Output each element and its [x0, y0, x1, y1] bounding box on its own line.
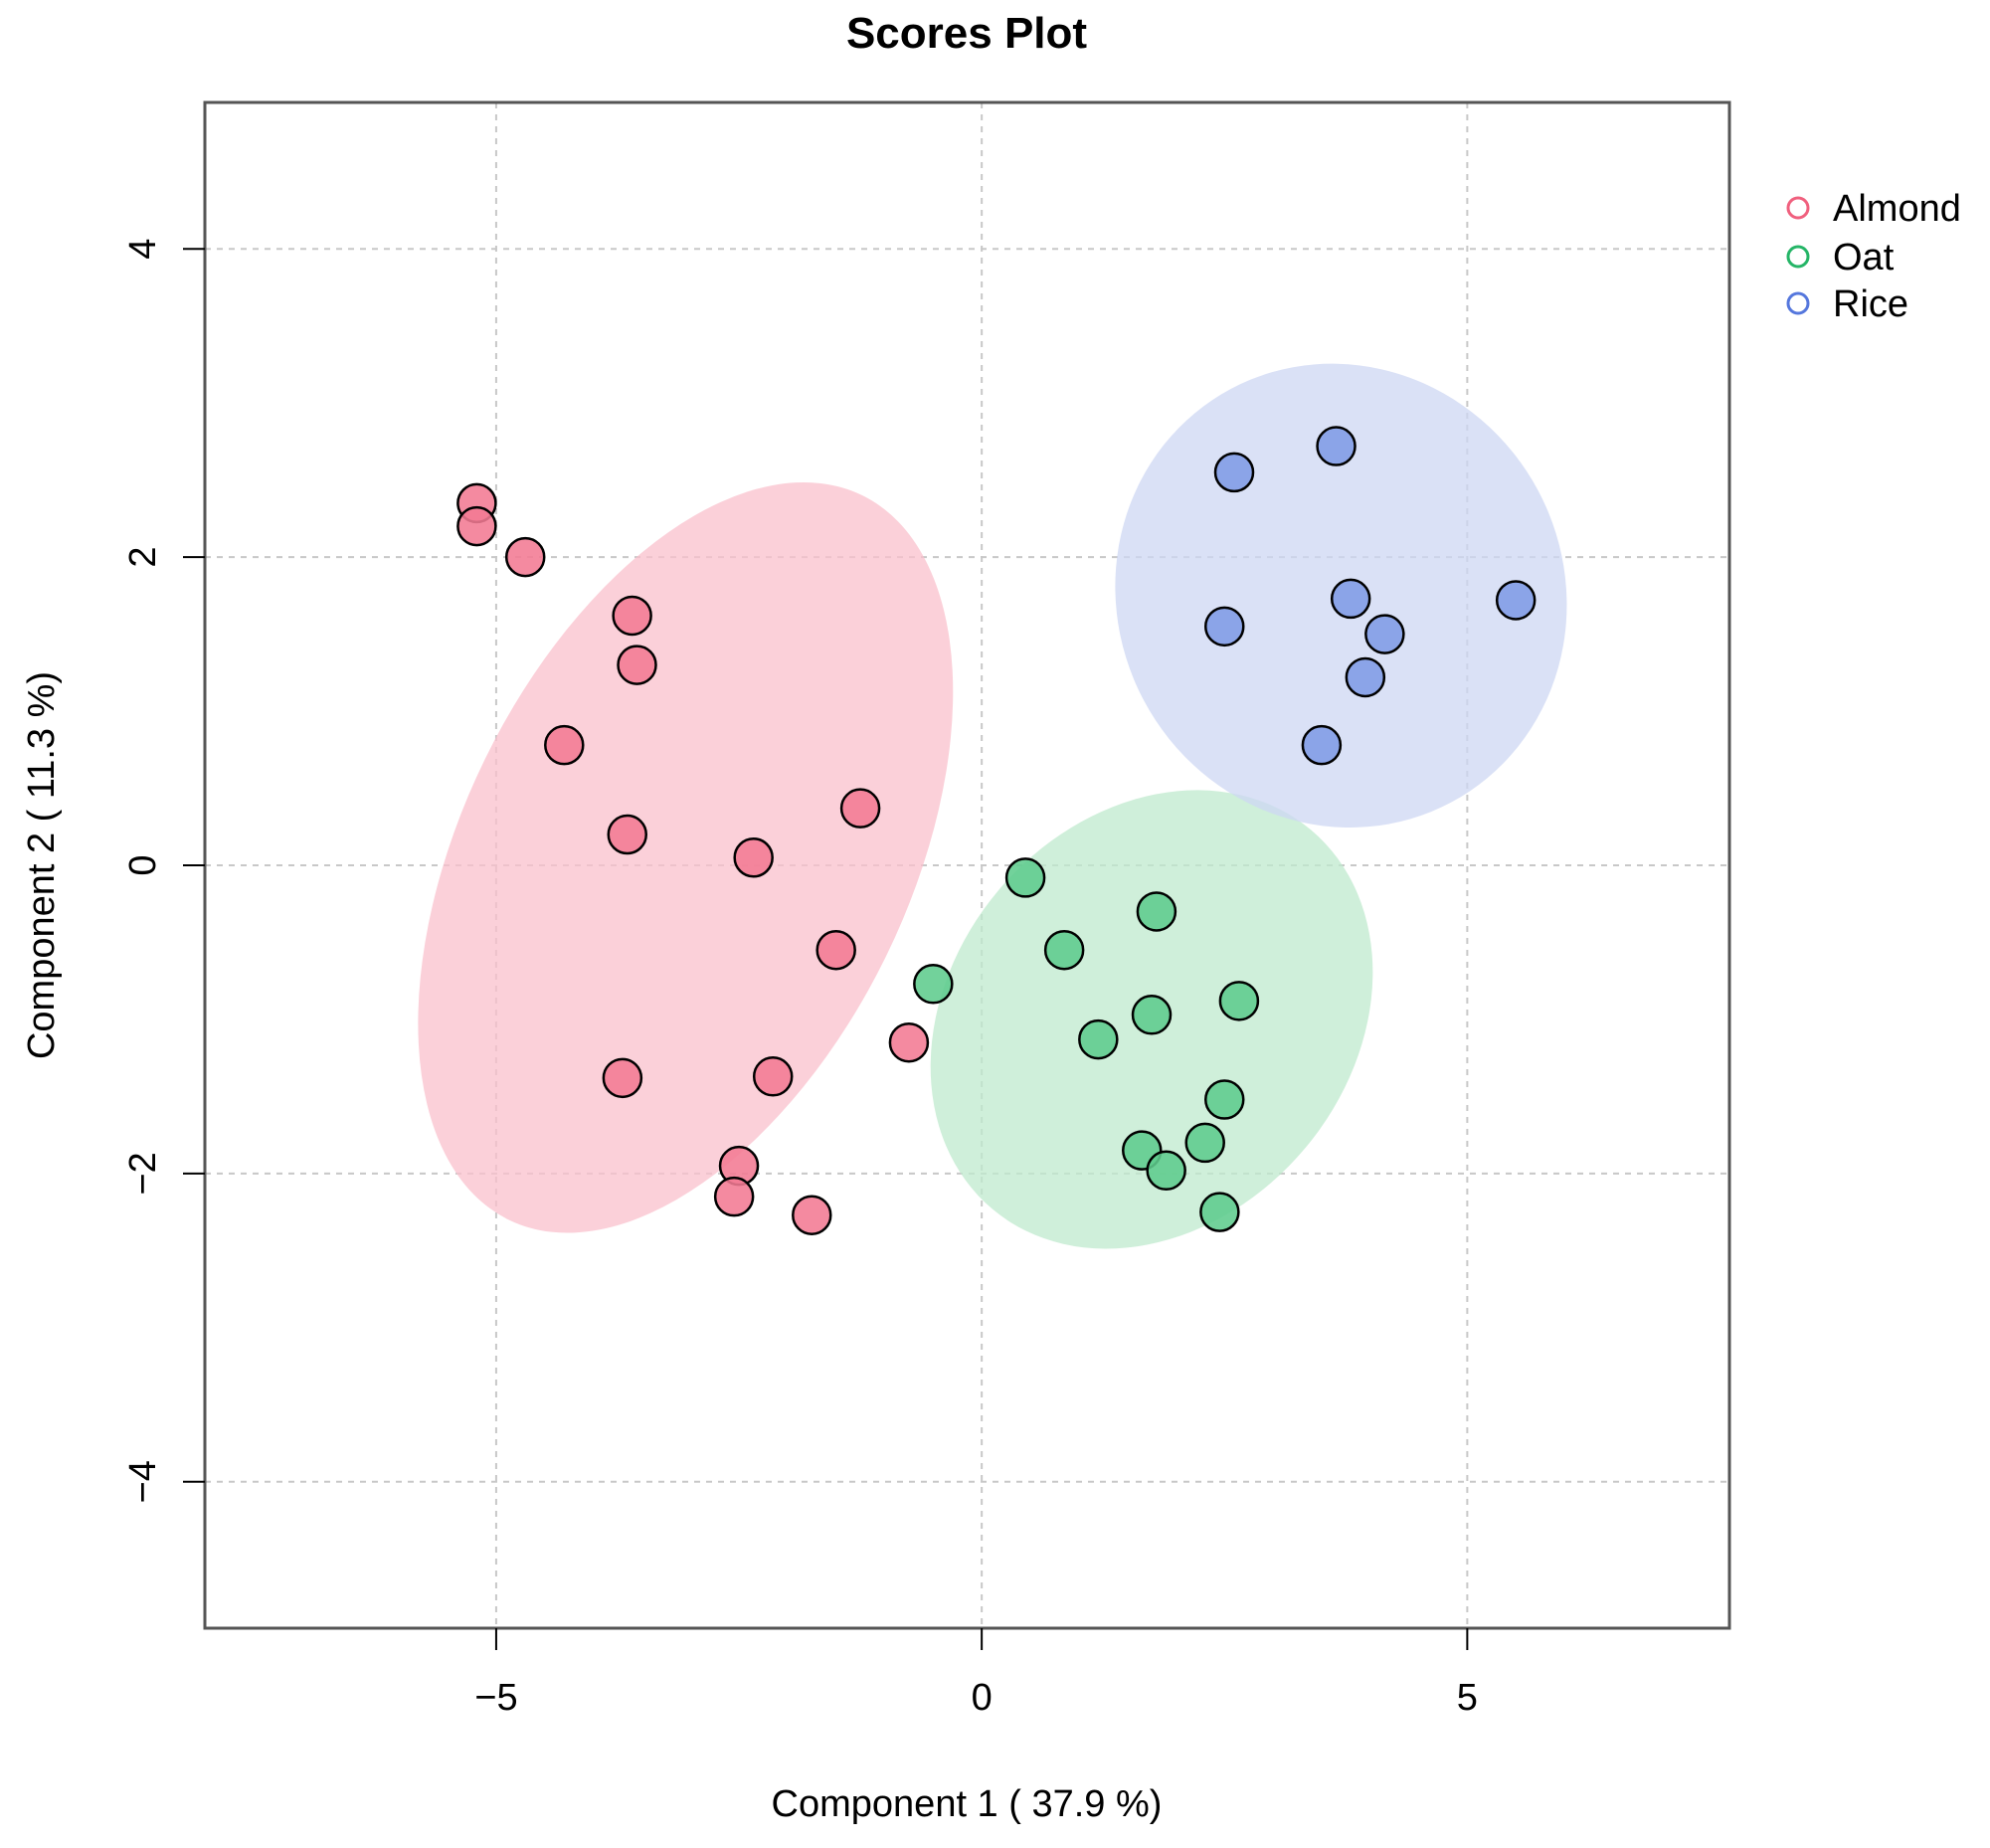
point-almond-7	[733, 837, 774, 878]
point-oat-0	[1004, 857, 1046, 898]
y-tick-label-3: 2	[122, 547, 164, 568]
grid	[205, 102, 1729, 1628]
x-axis: −5 0 5	[474, 1628, 1478, 1719]
point-almond-9	[815, 929, 856, 971]
point-oat-3	[913, 964, 954, 1005]
point-almond-6	[607, 814, 647, 855]
y-axis-label: Component 2 ( 11.3 %)	[21, 671, 63, 1059]
data-points	[456, 426, 1537, 1235]
point-almond-14	[713, 1176, 755, 1217]
legend-marker-rice	[1786, 291, 1810, 315]
legend: Almond Oat Rice	[1786, 188, 1961, 325]
y-tick-label-4: 4	[122, 239, 164, 260]
point-oat-7	[1204, 1079, 1245, 1120]
legend-label-oat: Oat	[1833, 237, 1895, 278]
point-oat-10	[1146, 1150, 1186, 1192]
point-oat-4	[1218, 981, 1260, 1021]
point-almond-10	[888, 1021, 930, 1063]
point-almond-11	[602, 1057, 643, 1099]
point-almond-15	[792, 1195, 832, 1235]
point-rice-5	[1364, 614, 1405, 654]
point-rice-2	[1330, 578, 1371, 620]
point-rice-6	[1345, 656, 1386, 698]
ellipse-almond	[418, 481, 954, 1233]
legend-label-rice: Rice	[1833, 283, 1908, 325]
point-almond-1	[456, 505, 497, 547]
legend-marker-oat	[1786, 245, 1810, 269]
point-almond-8	[839, 788, 881, 829]
point-almond-4	[617, 645, 657, 685]
point-almond-12	[752, 1056, 794, 1097]
y-tick-label-1: −2	[122, 1152, 164, 1195]
confidence-ellipses	[418, 363, 1567, 1249]
chart-title: Scores Plot	[846, 9, 1087, 58]
x-tick-label-1: 0	[972, 1677, 993, 1719]
point-almond-3	[612, 595, 652, 637]
point-rice-0	[1316, 426, 1357, 466]
point-rice-3	[1495, 580, 1537, 621]
point-oat-9	[1184, 1122, 1225, 1164]
point-oat-1	[1136, 891, 1177, 932]
point-oat-5	[1131, 995, 1173, 1035]
point-rice-7	[1301, 724, 1343, 766]
x-tick-label-0: −5	[474, 1677, 517, 1719]
point-almond-5	[544, 724, 585, 766]
point-almond-2	[504, 536, 546, 578]
point-oat-11	[1199, 1192, 1240, 1232]
point-rice-4	[1204, 606, 1245, 647]
y-tick-label-0: −4	[122, 1460, 164, 1503]
point-oat-2	[1043, 929, 1085, 971]
y-tick-label-2: 0	[122, 854, 164, 875]
x-tick-label-2: 5	[1457, 1677, 1478, 1719]
legend-label-almond: Almond	[1833, 188, 1961, 230]
legend-marker-almond	[1786, 196, 1810, 220]
point-oat-6	[1078, 1018, 1119, 1060]
point-rice-1	[1213, 452, 1255, 493]
x-axis-label: Component 1 ( 37.9 %)	[772, 1783, 1163, 1825]
y-axis: −4 −2 0 2 4	[122, 239, 205, 1503]
